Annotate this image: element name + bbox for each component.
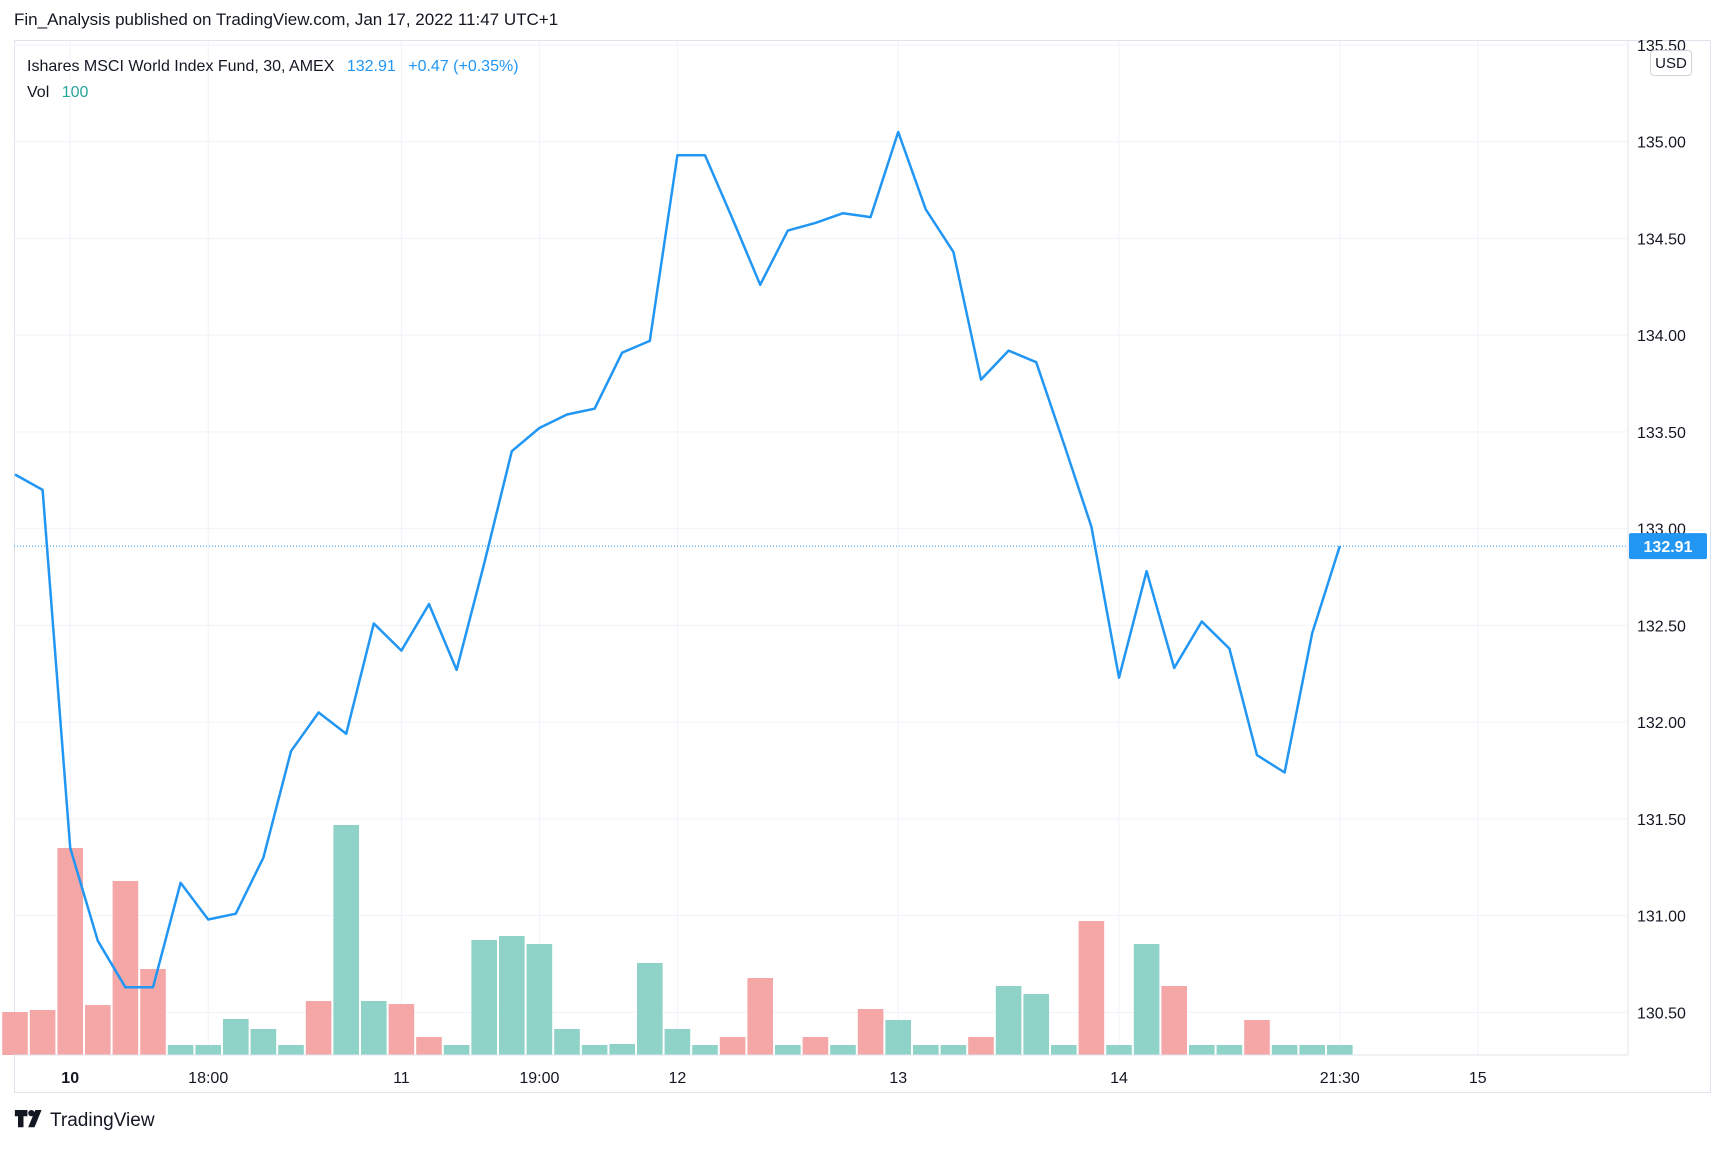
last-price-badge-label: 132.91 (1644, 539, 1693, 556)
volume-bar (167, 1045, 194, 1055)
volume-bar (913, 1045, 939, 1055)
volume-bar (112, 881, 139, 1055)
volume-bar (1216, 1045, 1243, 1055)
volume-label: Vol (27, 84, 50, 101)
x-tick-label: 10 (61, 1070, 79, 1087)
x-tick-label: 15 (1469, 1070, 1487, 1087)
volume-bar (416, 1037, 442, 1055)
volume-bar (29, 1010, 56, 1055)
volume-bar (775, 1045, 801, 1055)
volume-bar (361, 1001, 387, 1055)
y-tick-label: 131.50 (1637, 812, 1686, 829)
volume-bar (1161, 986, 1187, 1055)
volume-bar (1106, 1045, 1132, 1055)
volume-bar (526, 944, 553, 1055)
volume-bar (581, 1045, 608, 1055)
volume-bar (747, 978, 773, 1055)
symbol-title: Ishares MSCI World Index Fund, 30, AMEX (27, 58, 335, 75)
y-tick-label: 130.50 (1637, 1005, 1686, 1022)
y-tick-label: 131.00 (1637, 909, 1686, 926)
price-line (14, 130, 1341, 989)
x-tick-label: 19:00 (519, 1070, 559, 1087)
volume-bar (195, 1045, 221, 1055)
x-tick-label: 14 (1110, 1070, 1128, 1087)
x-tick-label: 11 (393, 1070, 410, 1087)
volume-bar (57, 848, 83, 1055)
volume-bar (1133, 944, 1160, 1055)
volume-bar (223, 1019, 249, 1055)
volume-bar (499, 936, 525, 1055)
footer-brand-text: TradingView (50, 1110, 155, 1131)
volume-bar (1299, 1045, 1325, 1055)
chart-legend: Ishares MSCI World Index Fund, 30, AMEX … (27, 54, 527, 106)
volume-bar (1051, 1045, 1077, 1055)
volume-bar (443, 1045, 470, 1055)
last-price-badge (1629, 533, 1707, 560)
volume-bar (1327, 1045, 1353, 1055)
volume-bar (857, 1009, 884, 1055)
volume-bar (1078, 921, 1105, 1055)
price-change: +0.47 (+0.35%) (408, 58, 519, 75)
currency-button[interactable]: USD (1650, 50, 1692, 76)
volume-bar (1271, 1045, 1298, 1055)
last-price: 132.91 (346, 58, 396, 75)
volume-bar (802, 1037, 829, 1055)
volume-bar (1189, 1045, 1215, 1055)
volume-bar (278, 1045, 304, 1055)
x-tick-label: 12 (669, 1070, 687, 1087)
chart-frame (14, 40, 1711, 1093)
volume-bar (140, 969, 166, 1055)
volume-bar (719, 1037, 746, 1055)
volume-bar (1023, 994, 1049, 1055)
volume-bar (940, 1045, 967, 1055)
volume-bar (2, 1012, 28, 1055)
volume-bar (250, 1029, 277, 1055)
volume-bar (995, 986, 1022, 1055)
x-tick-label: 18:00 (188, 1070, 228, 1087)
published-caption: Fin_Analysis published on TradingView.co… (14, 10, 559, 29)
y-tick-label: 133.50 (1637, 425, 1686, 442)
volume-bar (968, 1037, 994, 1055)
volume-bar (305, 1001, 332, 1055)
volume-bar (333, 825, 359, 1055)
y-tick-label: 135.00 (1637, 135, 1686, 152)
x-tick-label: 21:30 (1320, 1070, 1360, 1087)
tradingview-logo-icon (14, 1110, 42, 1128)
y-tick-label: 132.50 (1637, 618, 1686, 635)
x-tick-label: 13 (889, 1070, 907, 1087)
y-tick-label: 132.00 (1637, 715, 1686, 732)
volume-bar (885, 1020, 911, 1055)
volume-bar (609, 1044, 635, 1055)
volume-bar (554, 1029, 580, 1055)
y-tick-label: 134.00 (1637, 328, 1686, 345)
volume-bar (692, 1045, 718, 1055)
y-tick-label: 134.50 (1637, 231, 1686, 248)
volume-bar (1244, 1020, 1270, 1055)
volume-bar (637, 963, 663, 1055)
volume-bar (471, 940, 497, 1055)
footer-brand[interactable]: TradingView (14, 1110, 155, 1132)
volume-value: 100 (61, 84, 89, 101)
volume-bar (85, 1005, 111, 1055)
volume-bar (664, 1029, 691, 1055)
volume-bar (388, 1004, 415, 1055)
volume-bar (830, 1045, 856, 1055)
